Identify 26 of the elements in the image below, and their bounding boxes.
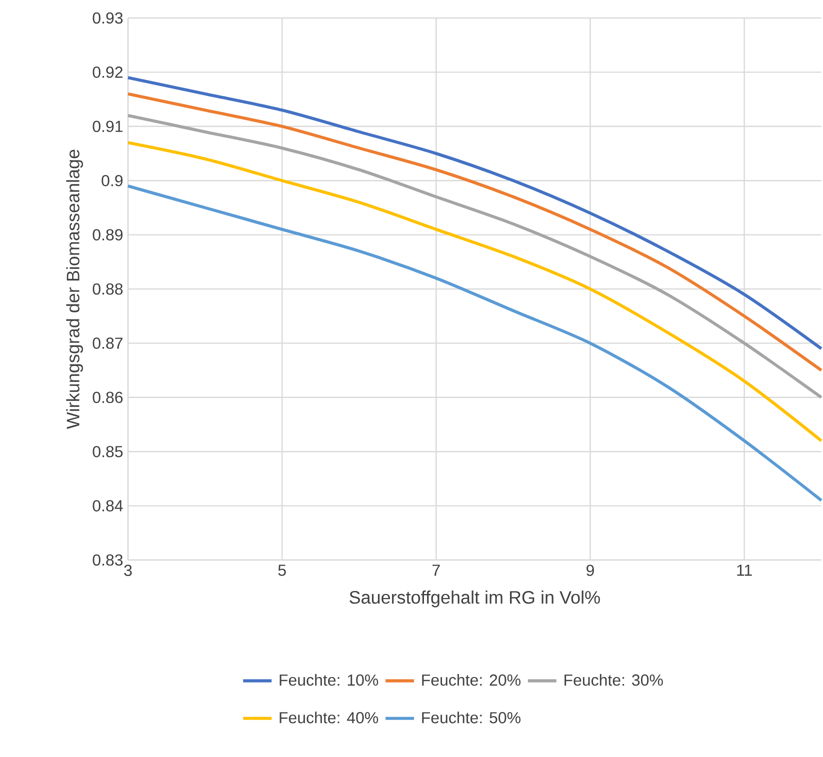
- y-tick-label: 0.89: [92, 229, 123, 240]
- y-tick-label: 0.88: [92, 283, 123, 295]
- legend-label: Feuchte: 40%: [280, 712, 378, 724]
- legend-label: Feuchte: 30%: [564, 674, 663, 686]
- legend-label: Feuchte: 20%: [422, 674, 520, 686]
- x-tick-label: 11: [737, 564, 752, 576]
- y-tick-label: 0.93: [92, 12, 123, 24]
- y-axis-title: Wirkungsgrad der Biomasseanlage: [66, 150, 84, 429]
- y-tick-label: 0.87: [92, 338, 122, 349]
- x-tick-label: 7: [432, 564, 440, 576]
- y-tick-label: 0.83: [92, 554, 123, 566]
- y-tick-label: 0.86: [92, 392, 123, 404]
- y-tick-label: 0.92: [92, 66, 122, 78]
- y-tick-label: 0.85: [92, 446, 123, 458]
- legend-label: Feuchte: 50%: [422, 712, 520, 724]
- y-tick-label: 0.91: [92, 120, 123, 132]
- y-tick-label: 0.84: [92, 500, 123, 512]
- y-tick-label: 0.9: [102, 174, 123, 186]
- line-series: [126, 141, 823, 442]
- legend-label: Feuchte: 10%: [280, 674, 378, 686]
- x-tick-label: 5: [278, 564, 286, 576]
- x-axis-title: Sauerstoffgehalt im RG in Vol%: [350, 590, 600, 608]
- x-tick-label: 9: [586, 564, 594, 576]
- line-series: [126, 184, 823, 502]
- x-tick-label: 3: [124, 564, 132, 576]
- line-series: [126, 114, 823, 399]
